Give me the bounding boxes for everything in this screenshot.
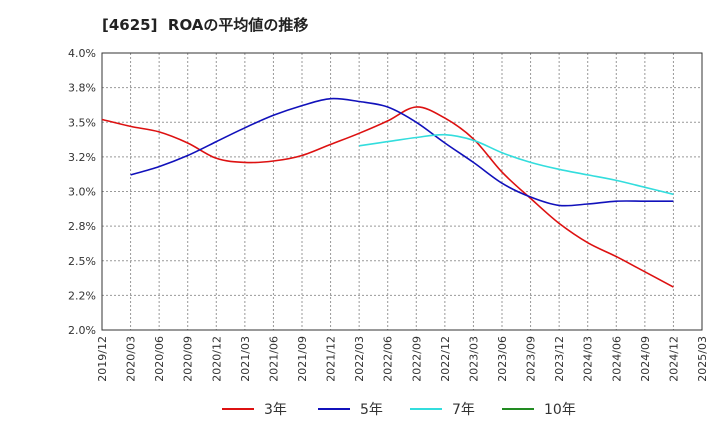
- y-tick-label: 3.5%: [68, 116, 96, 129]
- x-tick-label: 2023/09: [525, 336, 538, 382]
- y-tick-label: 3.2%: [68, 151, 96, 164]
- x-tick-label: 2024/12: [667, 336, 680, 382]
- x-tick-label: 2023/03: [467, 336, 480, 382]
- y-tick-label: 2.2%: [68, 289, 96, 302]
- chart-title: [4625] ROAの平均値の推移: [102, 16, 309, 34]
- x-tick-label: 2024/06: [610, 336, 623, 382]
- x-tick-label: 2020/12: [210, 336, 223, 382]
- series-line-3: [358, 133, 674, 196]
- y-tick-label: 2.0%: [68, 324, 96, 337]
- series-line-1: [101, 106, 674, 288]
- series-line-2: [130, 97, 674, 207]
- legend-label: 5年: [360, 402, 383, 418]
- y-tick-label: 3.0%: [68, 186, 96, 199]
- y-tick-label: 2.5%: [68, 255, 96, 268]
- legend-label: 7年: [452, 402, 475, 418]
- x-tick-label: 2021/09: [296, 336, 309, 382]
- x-tick-label: 2024/03: [582, 336, 595, 382]
- x-tick-label: 2020/09: [182, 336, 195, 382]
- x-tick-label: 2020/03: [125, 336, 138, 382]
- x-tick-label: 2022/12: [439, 336, 452, 382]
- x-tick-label: 2019/12: [96, 336, 109, 382]
- x-tick-label: 2022/06: [382, 336, 395, 382]
- x-tick-label: 2021/06: [267, 336, 280, 382]
- plot-border: [101, 52, 703, 331]
- x-tick-label: 2025/03: [696, 336, 709, 382]
- y-tick-label: 3.8%: [68, 82, 96, 95]
- x-tick-label: 2020/06: [153, 336, 166, 382]
- x-tick-label: 2021/12: [325, 336, 338, 382]
- x-tick-label: 2023/06: [496, 336, 509, 382]
- x-tick-label: 2021/03: [239, 336, 252, 382]
- y-tick-label: 2.8%: [68, 220, 96, 233]
- x-tick-label: 2024/09: [639, 336, 652, 382]
- y-tick-label: 4.0%: [68, 47, 96, 60]
- legend-label: 3年: [264, 402, 287, 418]
- x-tick-label: 2022/03: [353, 336, 366, 382]
- x-tick-label: 2023/12: [553, 336, 566, 382]
- legend-label: 10年: [544, 402, 576, 418]
- x-tick-label: 2022/09: [410, 336, 423, 382]
